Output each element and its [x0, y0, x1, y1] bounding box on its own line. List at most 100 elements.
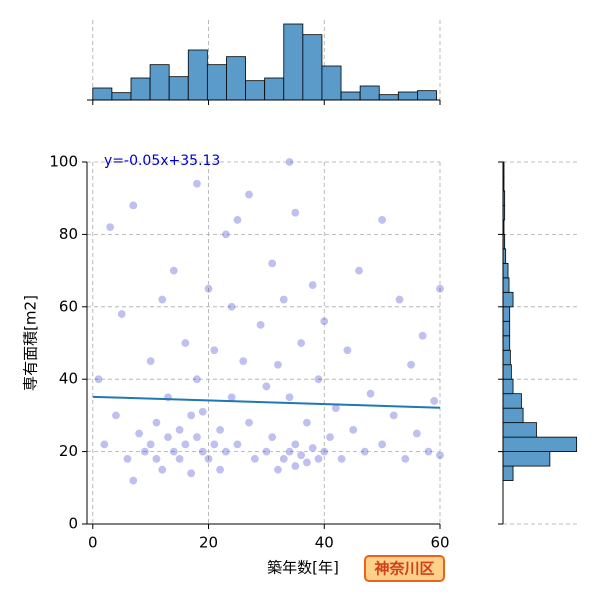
histogram-bar — [502, 291, 514, 308]
scatter-point — [105, 222, 115, 232]
scatter-point — [250, 454, 260, 464]
scatter-point — [163, 432, 173, 442]
y-tick-label: 100 — [49, 153, 78, 171]
scatter-point — [186, 410, 196, 420]
scatter-point — [151, 418, 161, 428]
scatter-point — [151, 454, 161, 464]
scatter-point — [354, 266, 364, 276]
scatter-point — [157, 295, 167, 305]
scatter-point — [180, 439, 190, 449]
histogram-bar — [502, 306, 511, 322]
scatter-point — [296, 338, 306, 348]
scatter-point — [348, 425, 358, 435]
histogram-bar — [502, 378, 514, 395]
histogram-bar — [502, 465, 514, 481]
scatter-point — [290, 461, 300, 471]
scatter-point — [377, 215, 387, 225]
scatter-point — [308, 443, 318, 453]
histogram-bar — [502, 277, 510, 293]
x-tick-label: 40 — [315, 534, 334, 552]
histogram-bar — [359, 85, 380, 101]
scatter-point — [111, 410, 121, 420]
scatter-point — [319, 447, 329, 457]
scatter-point — [117, 309, 127, 319]
histogram-bar — [417, 90, 437, 101]
scatter-point — [244, 190, 254, 200]
scatter-point — [412, 428, 422, 438]
scatter-point — [157, 465, 167, 475]
x-axis-label: 築年数[年] — [267, 559, 339, 577]
scatter-point — [319, 316, 329, 326]
histogram-bar — [149, 64, 170, 101]
scatter-point — [175, 425, 185, 435]
histogram-bar — [502, 436, 578, 452]
histogram-bar — [502, 349, 511, 366]
scatter-point — [198, 407, 208, 417]
scatter-point — [128, 476, 138, 486]
scatter-point — [267, 258, 277, 268]
scatter-point — [337, 454, 347, 464]
scatter-point — [232, 215, 242, 225]
scatter-point — [279, 454, 289, 464]
histogram-bar — [264, 77, 285, 101]
histogram-bar — [502, 335, 511, 351]
scatter-point — [296, 450, 306, 460]
histogram-bar — [111, 92, 132, 101]
scatter-point — [342, 345, 352, 355]
scatter-point — [418, 331, 428, 341]
scatter-point — [128, 200, 138, 210]
y-tick-label: 40 — [59, 370, 78, 388]
scatter-point — [290, 439, 300, 449]
histogram-bar — [130, 77, 151, 101]
scatter-point — [256, 320, 266, 330]
scatter-point — [435, 450, 445, 460]
scatter-point — [192, 179, 202, 189]
scatter-point — [198, 447, 208, 457]
scatter-point — [221, 229, 231, 239]
histogram-bar — [226, 56, 246, 101]
scatter-point — [123, 454, 133, 464]
scatter-point — [175, 454, 185, 464]
y-axis-label: 専有面積[m2] — [22, 295, 40, 391]
badge-box — [364, 555, 445, 582]
histogram-bar — [378, 94, 399, 101]
scatter-point — [140, 447, 150, 457]
scatter-point — [192, 432, 202, 442]
scatter-point — [429, 396, 439, 406]
scatter-point — [406, 360, 416, 370]
scatter-point — [227, 302, 237, 312]
scatter-point — [244, 418, 254, 428]
histogram-bar — [92, 87, 113, 101]
scatter-point — [279, 295, 289, 305]
scatter-point — [290, 208, 300, 218]
scatter-point — [285, 447, 295, 457]
scatter-point — [94, 374, 104, 384]
scatter-point — [273, 360, 283, 370]
scatter-point — [146, 439, 156, 449]
histogram-bar — [502, 393, 522, 409]
histogram-bar — [502, 451, 551, 467]
y-tick-label: 60 — [59, 297, 78, 315]
scatter-point — [360, 447, 370, 457]
histogram-bar — [502, 364, 512, 380]
histogram-bar — [245, 80, 266, 101]
scatter-point — [221, 447, 231, 457]
x-tick-label: 0 — [88, 534, 98, 552]
scatter-point — [302, 457, 312, 467]
scatter-point — [285, 392, 295, 402]
scatter-point — [267, 432, 277, 442]
scatter-point — [302, 418, 312, 428]
scatter-point — [134, 428, 144, 438]
scatter-point — [209, 345, 219, 355]
scatter-point — [192, 374, 202, 384]
histogram-bar — [502, 422, 537, 438]
scatter-point — [204, 284, 214, 294]
scatter-point — [389, 410, 399, 420]
scatter-point — [99, 439, 109, 449]
scatter-point — [180, 338, 190, 348]
scatter-point — [308, 280, 318, 290]
scatter-point — [238, 356, 248, 366]
scatter-point — [435, 284, 445, 294]
y-tick-label: 80 — [59, 225, 78, 243]
scatter-point — [215, 465, 225, 475]
